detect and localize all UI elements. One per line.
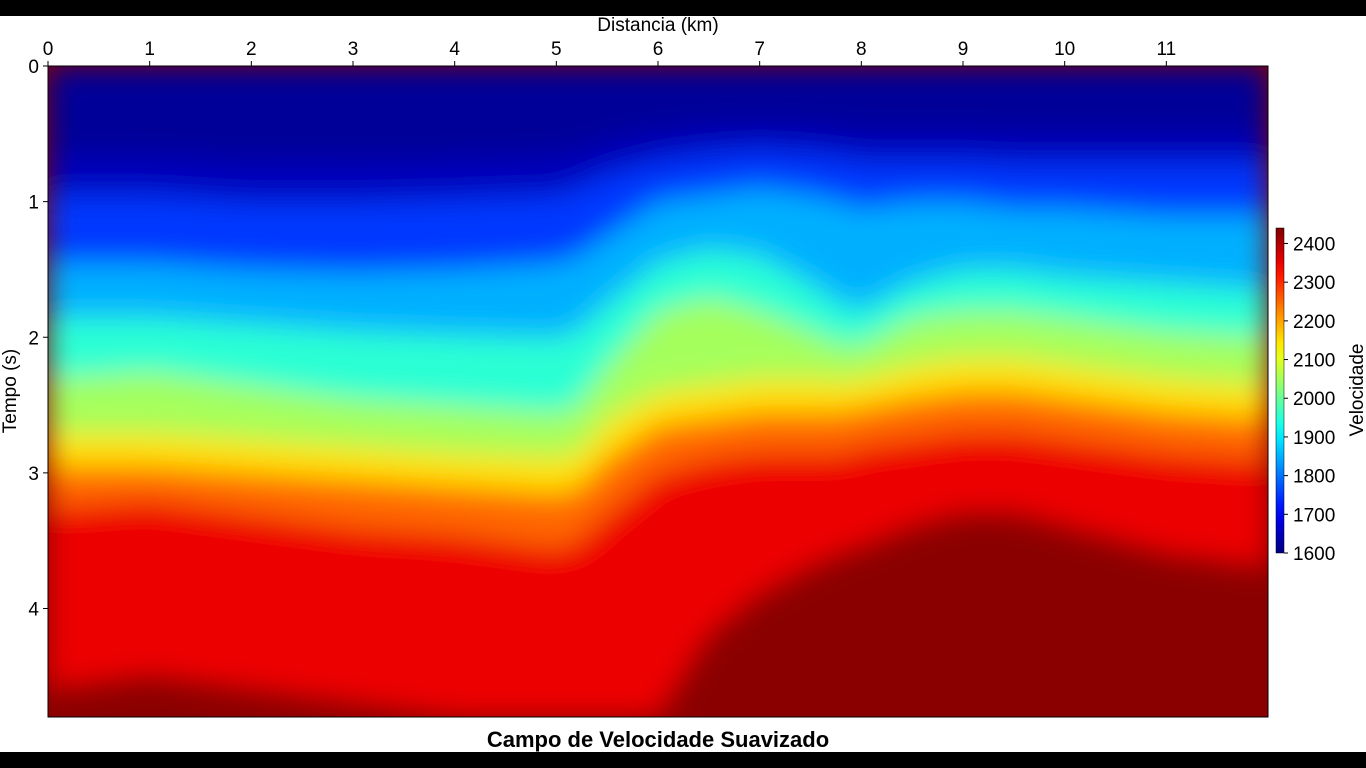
- y-tick-label: 0: [28, 57, 39, 78]
- x-tick-label: 3: [348, 39, 359, 60]
- x-tick-label: 8: [856, 39, 867, 60]
- x-tick-label: 7: [754, 39, 765, 60]
- x-tick-label: 9: [958, 39, 969, 60]
- y-tick-label: 4: [28, 600, 39, 621]
- colorbar-tick-label: 2200: [1293, 312, 1335, 333]
- x-axis-label: Distancia (km): [597, 16, 718, 36]
- colorbar-bar: [1275, 227, 1285, 554]
- x-tick-label: 10: [1054, 39, 1075, 60]
- y-axis-ticks: 0 1 2 3 4: [28, 57, 48, 621]
- colorbar-tick-label: 2100: [1293, 351, 1335, 372]
- y-tick-label: 3: [28, 464, 39, 485]
- heatmap-layers: [48, 66, 1268, 717]
- plot-area: [47, 65, 1269, 718]
- x-tick-label: 6: [653, 39, 664, 60]
- plot-frame: [47, 65, 1269, 718]
- velocity-chart: Distancia (km) 0 1 2 3 4 5 6 7 8 9 10 11 0 1 2 3 4 Temp…: [0, 16, 1366, 752]
- colorbar-label: Velocidade: [1347, 344, 1366, 437]
- colorbar: 1600 1700 1800 1900 2000 2100 2200 2300 2400: [1275, 227, 1335, 565]
- x-axis-ticks: 0 1 2 3 4 5 6 7 8 9 10 11: [43, 39, 1176, 66]
- colorbar-tick-label: 1800: [1293, 467, 1335, 488]
- chart-title: Campo de Velocidade Suavizado: [487, 727, 829, 752]
- x-tick-label: 5: [551, 39, 562, 60]
- x-tick-label: 2: [246, 39, 257, 60]
- x-tick-label: 11: [1156, 39, 1176, 60]
- colorbar-tick-label: 2300: [1293, 273, 1335, 294]
- colorbar-tick-label: 1700: [1293, 505, 1335, 526]
- colorbar-ticks: 1600 1700 1800 1900 2000 2100 2200 2300 2400: [1284, 234, 1335, 565]
- figure: Distancia (km) 0 1 2 3 4 5 6 7 8 9 10 11 0 1 2 3 4 Temp…: [0, 16, 1366, 752]
- colorbar-tick-label: 2000: [1293, 389, 1335, 410]
- x-tick-label: 0: [43, 39, 54, 60]
- heatmap-band: [48, 66, 1268, 161]
- y-tick-label: 2: [28, 328, 39, 349]
- colorbar-tick-label: 1900: [1293, 428, 1335, 449]
- y-tick-label: 1: [28, 193, 39, 214]
- y-axis-label: Tempo (s): [0, 349, 21, 433]
- colorbar-tick-label: 2400: [1293, 234, 1335, 255]
- x-tick-label: 1: [144, 39, 155, 60]
- x-tick-label: 4: [449, 39, 460, 60]
- colorbar-tick-label: 1600: [1293, 544, 1335, 565]
